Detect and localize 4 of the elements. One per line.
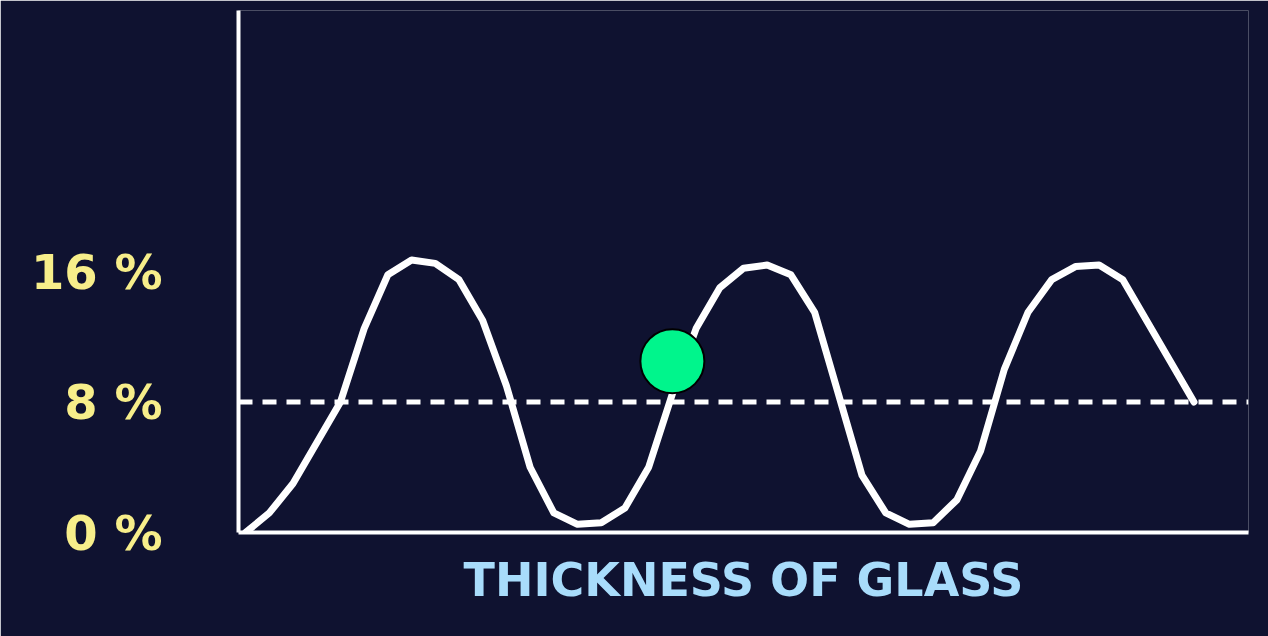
y-tick-label: 8 % (64, 374, 163, 430)
x-axis-title: THICKNESS OF GLASS (463, 552, 1024, 607)
y-tick-label: 16 % (30, 243, 163, 300)
y-tick-label: 0 % (64, 504, 163, 561)
